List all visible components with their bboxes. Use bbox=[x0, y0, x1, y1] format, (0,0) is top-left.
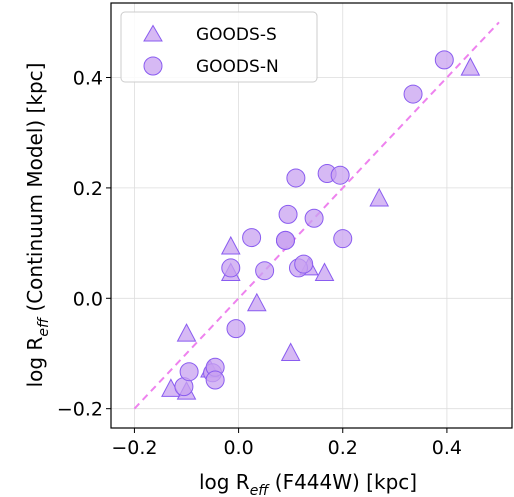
goods-s-point bbox=[314, 262, 335, 281]
y-axis-label: log Reff (Continuum Model) [kpc] bbox=[23, 63, 52, 388]
goods-n-point bbox=[275, 230, 295, 250]
legend-label-goods-s: GOODS-S bbox=[196, 25, 277, 45]
y-axis-label-base: log R bbox=[23, 337, 47, 388]
legend-label-goods-n: GOODS-N bbox=[196, 57, 279, 77]
y-tick-label: 0.0 bbox=[73, 288, 103, 310]
goods-n-point bbox=[205, 370, 225, 390]
legend: GOODS-S GOODS-N bbox=[120, 11, 318, 83]
goods-n-point bbox=[304, 208, 324, 228]
goods-n-point bbox=[403, 84, 423, 104]
legend-box bbox=[120, 11, 318, 83]
goods-n-point bbox=[242, 228, 262, 248]
axis-ticks: −0.2 0.0 0.2 0.4 −0.2 0.0 0.2 0.4 bbox=[57, 68, 462, 459]
goods-s-point bbox=[460, 57, 481, 76]
goods-s-point bbox=[176, 323, 197, 342]
goods-n-point bbox=[278, 204, 298, 224]
goods-n-point bbox=[255, 261, 275, 281]
x-axis-label-subscript: eff bbox=[250, 483, 271, 497]
goods-s-point bbox=[246, 292, 267, 312]
legend-circle-marker bbox=[143, 56, 163, 76]
x-axis-label: log Reff (F444W) [kpc] bbox=[199, 470, 417, 497]
plot-frame bbox=[110, 2, 513, 429]
y-tick-label: −0.2 bbox=[57, 399, 103, 421]
goods-n-point bbox=[221, 258, 241, 278]
goods-n-point bbox=[286, 168, 306, 188]
x-tick-label: 0.2 bbox=[328, 437, 358, 459]
data-points bbox=[161, 50, 481, 400]
goods-n-point bbox=[179, 362, 199, 382]
y-axis-label-rest: (Continuum Model) [kpc] bbox=[23, 63, 47, 318]
goods-s-point bbox=[369, 187, 390, 207]
goods-n-point bbox=[294, 254, 314, 274]
goods-n-point bbox=[330, 165, 350, 185]
y-axis-label-subscript: eff bbox=[36, 316, 52, 337]
goods-n-point bbox=[434, 50, 454, 70]
y-tick-label: 0.4 bbox=[73, 68, 103, 90]
x-tick-label: 0.4 bbox=[432, 437, 462, 459]
x-tick-label: 0.0 bbox=[223, 437, 253, 459]
legend-triangle-marker bbox=[143, 24, 163, 42]
goods-n-point bbox=[333, 229, 353, 249]
goods-n-point bbox=[226, 319, 246, 339]
x-axis-label-base: log R bbox=[199, 470, 250, 494]
x-tick-label: −0.2 bbox=[111, 437, 157, 459]
y-tick-label: 0.2 bbox=[73, 178, 103, 200]
x-axis-label-rest: (F444W) [kpc] bbox=[268, 470, 417, 494]
goods-s-point bbox=[220, 235, 241, 255]
goods-s-point bbox=[280, 342, 301, 361]
